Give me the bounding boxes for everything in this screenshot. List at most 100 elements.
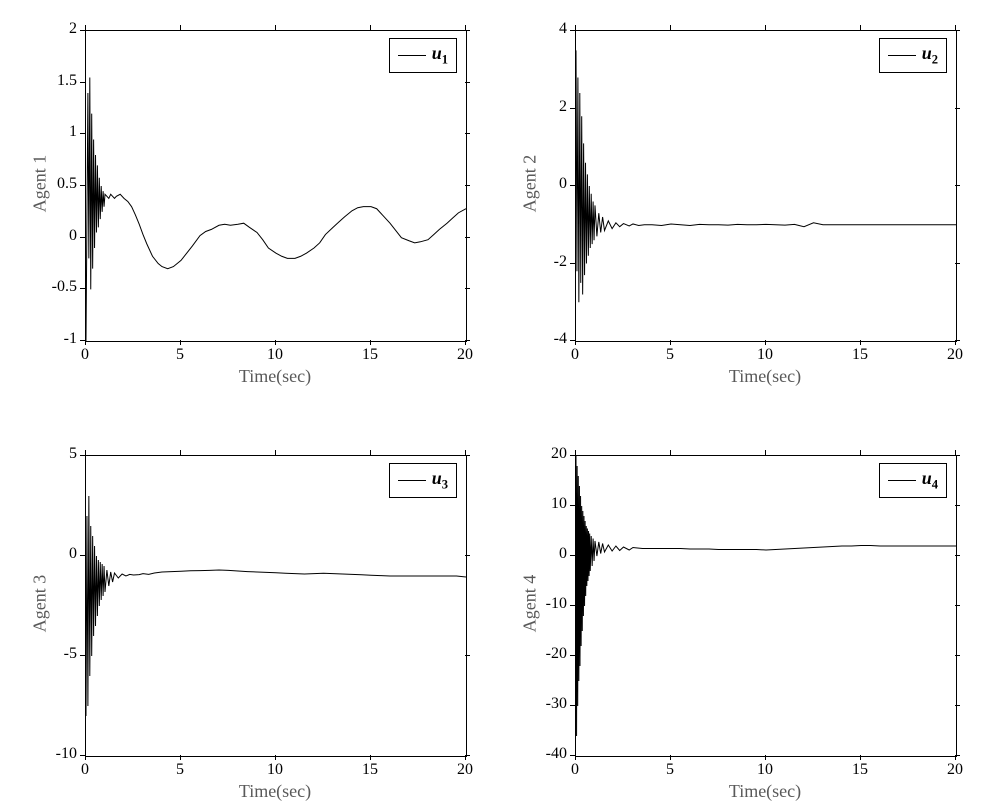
xtick-label: 5	[650, 346, 690, 364]
ytick-mark	[570, 505, 575, 506]
ylabel: Agent 1	[30, 29, 51, 339]
xtick-label: 20	[935, 761, 975, 779]
legend-line-sample	[398, 480, 426, 481]
ytick-mark	[80, 82, 85, 83]
legend: u4	[879, 463, 947, 498]
ylabel: Agent 3	[30, 454, 51, 754]
xtick-label: 20	[935, 346, 975, 364]
xtick-mark-top	[370, 25, 371, 30]
chart-svg	[86, 31, 466, 341]
legend-label: u1	[432, 43, 448, 68]
subplot-agent1: 05101520-1-0.500.511.52Time(sec)Agent 1u…	[85, 30, 465, 340]
xtick-mark	[860, 340, 861, 345]
ytick-mark	[80, 133, 85, 134]
plot-area	[575, 30, 957, 342]
xtick-label: 0	[65, 761, 105, 779]
ylabel: Agent 2	[520, 29, 541, 339]
xtick-label: 0	[555, 346, 595, 364]
ytick-mark-right	[955, 605, 960, 606]
xtick-mark	[765, 755, 766, 760]
ytick-mark-right	[955, 655, 960, 656]
ytick-mark-right	[465, 185, 470, 186]
ytick-mark-right	[955, 755, 960, 756]
series-line	[86, 496, 466, 716]
xtick-mark	[275, 755, 276, 760]
xtick-label: 5	[650, 761, 690, 779]
legend-label: u3	[432, 468, 448, 493]
legend-line-sample	[888, 480, 916, 481]
ytick-mark-right	[955, 705, 960, 706]
subplot-agent2: 05101520-4-2024Time(sec)Agent 2u2	[575, 30, 955, 340]
ytick-mark-right	[955, 455, 960, 456]
legend-label: u2	[922, 43, 938, 68]
ytick-mark-right	[955, 340, 960, 341]
ytick-mark	[570, 605, 575, 606]
ytick-mark-right	[955, 555, 960, 556]
xtick-label: 5	[160, 346, 200, 364]
series-line	[576, 50, 956, 302]
series-line	[86, 78, 466, 342]
xtick-mark-top	[670, 450, 671, 455]
ytick-mark-right	[465, 655, 470, 656]
xtick-mark-top	[370, 450, 371, 455]
xlabel: Time(sec)	[85, 781, 465, 802]
ytick-mark	[570, 655, 575, 656]
legend-line-sample	[888, 55, 916, 56]
xtick-mark-top	[670, 25, 671, 30]
xlabel: Time(sec)	[85, 366, 465, 387]
xtick-label: 0	[555, 761, 595, 779]
ylabel: Agent 4	[520, 454, 541, 754]
xtick-mark	[670, 340, 671, 345]
xtick-mark	[575, 755, 576, 760]
xtick-mark-top	[765, 25, 766, 30]
xtick-label: 20	[445, 346, 485, 364]
xtick-mark-top	[85, 25, 86, 30]
series-line	[576, 456, 956, 736]
xtick-mark-top	[180, 25, 181, 30]
xtick-mark	[275, 340, 276, 345]
subplot-agent3: 05101520-10-505Time(sec)Agent 3u3	[85, 455, 465, 755]
ytick-mark-right	[465, 455, 470, 456]
ytick-mark	[570, 455, 575, 456]
xtick-mark-top	[765, 450, 766, 455]
xtick-mark	[860, 755, 861, 760]
xtick-label: 20	[445, 761, 485, 779]
xtick-label: 5	[160, 761, 200, 779]
ytick-mark-right	[955, 108, 960, 109]
ytick-mark-right	[955, 185, 960, 186]
xtick-mark-top	[860, 25, 861, 30]
ytick-mark-right	[465, 340, 470, 341]
subplot-agent4: 05101520-40-30-20-1001020Time(sec)Agent …	[575, 455, 955, 755]
xtick-mark	[370, 340, 371, 345]
ytick-mark	[80, 655, 85, 656]
xtick-mark	[765, 340, 766, 345]
ytick-mark-right	[955, 30, 960, 31]
ytick-mark	[80, 288, 85, 289]
ytick-mark-right	[955, 263, 960, 264]
xtick-mark	[670, 755, 671, 760]
ytick-mark-right	[465, 237, 470, 238]
ytick-mark	[80, 237, 85, 238]
xtick-label: 10	[745, 761, 785, 779]
ytick-mark-right	[465, 133, 470, 134]
ytick-mark-right	[465, 30, 470, 31]
legend-line-sample	[398, 55, 426, 56]
ytick-mark-right	[465, 755, 470, 756]
xtick-label: 10	[255, 761, 295, 779]
xtick-mark-top	[575, 450, 576, 455]
xtick-mark	[575, 340, 576, 345]
xtick-mark	[85, 755, 86, 760]
ytick-mark	[570, 705, 575, 706]
xtick-label: 0	[65, 346, 105, 364]
xtick-label: 10	[255, 346, 295, 364]
plot-area	[575, 455, 957, 757]
xtick-mark-top	[275, 450, 276, 455]
legend: u3	[389, 463, 457, 498]
plot-area	[85, 30, 467, 342]
chart-svg	[86, 456, 466, 756]
xtick-mark-top	[860, 450, 861, 455]
ytick-mark	[570, 555, 575, 556]
xtick-mark	[180, 340, 181, 345]
xlabel: Time(sec)	[575, 366, 955, 387]
ytick-mark	[80, 185, 85, 186]
